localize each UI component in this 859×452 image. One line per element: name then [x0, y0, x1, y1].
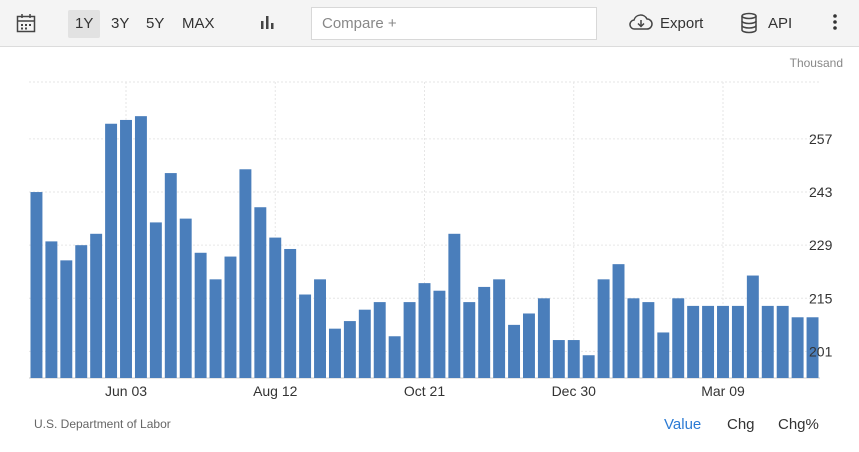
bar[interactable] [269, 237, 282, 378]
bar[interactable] [463, 302, 476, 378]
range-3y-button[interactable]: 3Y [111, 15, 130, 32]
api-button[interactable]: API [768, 15, 793, 32]
bar[interactable] [448, 233, 461, 378]
bar[interactable] [761, 305, 774, 378]
tab-chg-percent[interactable]: Chg% [778, 416, 819, 433]
bar[interactable] [90, 233, 103, 378]
bar[interactable] [642, 302, 655, 378]
bar[interactable] [179, 218, 192, 378]
x-tick-label: Oct 21 [404, 383, 445, 399]
bar-chart: 201 215 229 243 257 Jun 03 Aug 12 Oct 21 Dec 30 M… [29, 56, 843, 399]
bar[interactable] [164, 173, 177, 378]
bar[interactable] [791, 317, 804, 378]
bar[interactable] [45, 241, 58, 378]
y-tick-label: 201 [809, 343, 833, 359]
bar[interactable] [373, 302, 386, 378]
bar[interactable] [314, 279, 326, 378]
y-tick-label: 243 [809, 184, 833, 200]
more-options-icon[interactable] [825, 12, 849, 36]
bar[interactable] [358, 309, 371, 378]
bar[interactable] [403, 302, 416, 378]
tab-chg[interactable]: Chg [727, 416, 755, 433]
y-tick-label: 229 [809, 237, 833, 253]
bar[interactable] [717, 305, 729, 378]
bar[interactable] [120, 119, 132, 378]
bar[interactable] [478, 286, 491, 378]
bar[interactable] [224, 256, 237, 378]
bar[interactable] [299, 294, 312, 378]
unit-label: Thousand [790, 56, 843, 70]
bar[interactable] [433, 290, 446, 378]
bar[interactable] [418, 283, 431, 378]
database-icon[interactable] [739, 12, 763, 36]
bar[interactable] [149, 222, 162, 378]
bar[interactable] [552, 340, 565, 378]
cloud-download-icon[interactable] [628, 12, 653, 36]
bar[interactable] [612, 264, 625, 378]
bar[interactable] [328, 328, 341, 378]
bar[interactable] [657, 332, 670, 378]
bar[interactable] [537, 298, 550, 378]
bar[interactable] [687, 305, 700, 378]
compare-input[interactable]: Compare + [311, 7, 597, 40]
bar[interactable] [746, 275, 759, 378]
bar[interactable] [75, 245, 88, 378]
x-tick-label: Mar 09 [701, 383, 745, 399]
source-label: U.S. Department of Labor [34, 417, 171, 431]
export-button[interactable]: Export [660, 15, 704, 32]
bar[interactable] [523, 313, 535, 378]
range-5y-button[interactable]: 5Y [146, 15, 165, 32]
bar[interactable] [672, 298, 685, 378]
bar[interactable] [254, 207, 267, 378]
y-tick-label: 257 [809, 131, 833, 147]
bar[interactable] [567, 340, 580, 378]
bar[interactable] [284, 248, 297, 378]
bar[interactable] [508, 324, 521, 378]
tab-value[interactable]: Value [664, 416, 702, 433]
bar[interactable] [343, 321, 356, 378]
x-tick-label: Aug 12 [253, 383, 298, 399]
bar[interactable] [731, 305, 744, 378]
chart-toolbar: 1Y 3Y 5Y MAX Compare + Export API [0, 0, 859, 47]
bar[interactable] [627, 298, 640, 378]
bar[interactable] [209, 279, 222, 378]
bar[interactable] [493, 279, 506, 378]
bar[interactable] [194, 252, 207, 378]
y-tick-label: 215 [809, 290, 833, 306]
chart-area: 201 215 229 243 257 Jun 03 Aug 12 Oct 21 Dec 30 M… [0, 47, 859, 447]
bar[interactable] [776, 305, 789, 378]
range-max-button[interactable]: MAX [182, 15, 215, 32]
chart-type-icon[interactable] [258, 12, 282, 36]
x-tick-label: Jun 03 [105, 383, 147, 399]
x-tick-label: Dec 30 [552, 383, 597, 399]
bar[interactable] [702, 305, 715, 378]
calendar-icon[interactable] [15, 12, 39, 36]
bar[interactable] [388, 336, 401, 378]
bar[interactable] [597, 279, 610, 378]
bar[interactable] [582, 355, 595, 378]
bar[interactable] [239, 169, 252, 378]
bar[interactable] [134, 116, 147, 379]
bar[interactable] [806, 317, 819, 378]
bar[interactable] [105, 123, 118, 378]
bar[interactable] [60, 260, 73, 378]
range-1y-button[interactable]: 1Y [68, 10, 101, 38]
bar[interactable] [30, 192, 43, 378]
